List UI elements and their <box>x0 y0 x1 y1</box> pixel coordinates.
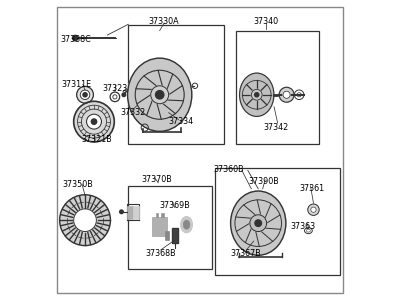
Circle shape <box>255 220 262 226</box>
Text: 37360B: 37360B <box>213 165 244 174</box>
Circle shape <box>279 87 294 102</box>
Circle shape <box>80 90 90 100</box>
Circle shape <box>74 209 96 232</box>
Text: 37323: 37323 <box>102 84 128 93</box>
Ellipse shape <box>180 216 192 233</box>
Text: 37330A: 37330A <box>149 17 180 26</box>
Bar <box>215 168 340 275</box>
Text: 37367B: 37367B <box>231 248 262 257</box>
Bar <box>162 213 164 217</box>
Text: 37340: 37340 <box>253 17 278 26</box>
Bar <box>128 206 133 219</box>
Text: 37363: 37363 <box>290 222 316 231</box>
Circle shape <box>77 86 93 103</box>
Circle shape <box>311 207 316 212</box>
Text: 37334: 37334 <box>168 117 193 126</box>
Text: 37368B: 37368B <box>146 248 176 257</box>
Text: 37390B: 37390B <box>249 177 280 186</box>
Text: 37361: 37361 <box>300 184 324 193</box>
Circle shape <box>122 93 126 97</box>
Circle shape <box>120 210 123 214</box>
FancyBboxPatch shape <box>152 217 167 236</box>
Circle shape <box>255 93 259 97</box>
Circle shape <box>86 114 102 129</box>
Circle shape <box>251 89 262 100</box>
Bar <box>165 231 169 240</box>
Circle shape <box>283 91 290 98</box>
Circle shape <box>151 86 169 104</box>
Text: 37338C: 37338C <box>61 35 92 44</box>
Text: 37369B: 37369B <box>159 201 190 210</box>
Ellipse shape <box>240 73 274 116</box>
Circle shape <box>60 195 110 246</box>
Text: 37350B: 37350B <box>62 180 93 189</box>
Circle shape <box>308 204 319 215</box>
Bar <box>156 213 158 217</box>
Ellipse shape <box>231 191 286 255</box>
Circle shape <box>250 215 266 232</box>
Text: 37370B: 37370B <box>141 176 172 184</box>
Text: 37311E: 37311E <box>61 80 91 89</box>
Text: 37321B: 37321B <box>82 135 112 144</box>
Circle shape <box>74 101 114 142</box>
Circle shape <box>91 119 97 124</box>
Ellipse shape <box>183 220 190 229</box>
Circle shape <box>156 91 164 99</box>
Text: 37342: 37342 <box>264 123 289 132</box>
Circle shape <box>83 93 87 97</box>
Bar <box>128 25 224 144</box>
Bar <box>134 206 139 219</box>
Bar <box>172 228 178 243</box>
Circle shape <box>72 35 78 41</box>
Ellipse shape <box>128 58 192 131</box>
Bar <box>236 31 320 144</box>
Bar <box>128 186 212 269</box>
Text: 37332: 37332 <box>120 108 146 117</box>
Bar <box>172 228 178 243</box>
